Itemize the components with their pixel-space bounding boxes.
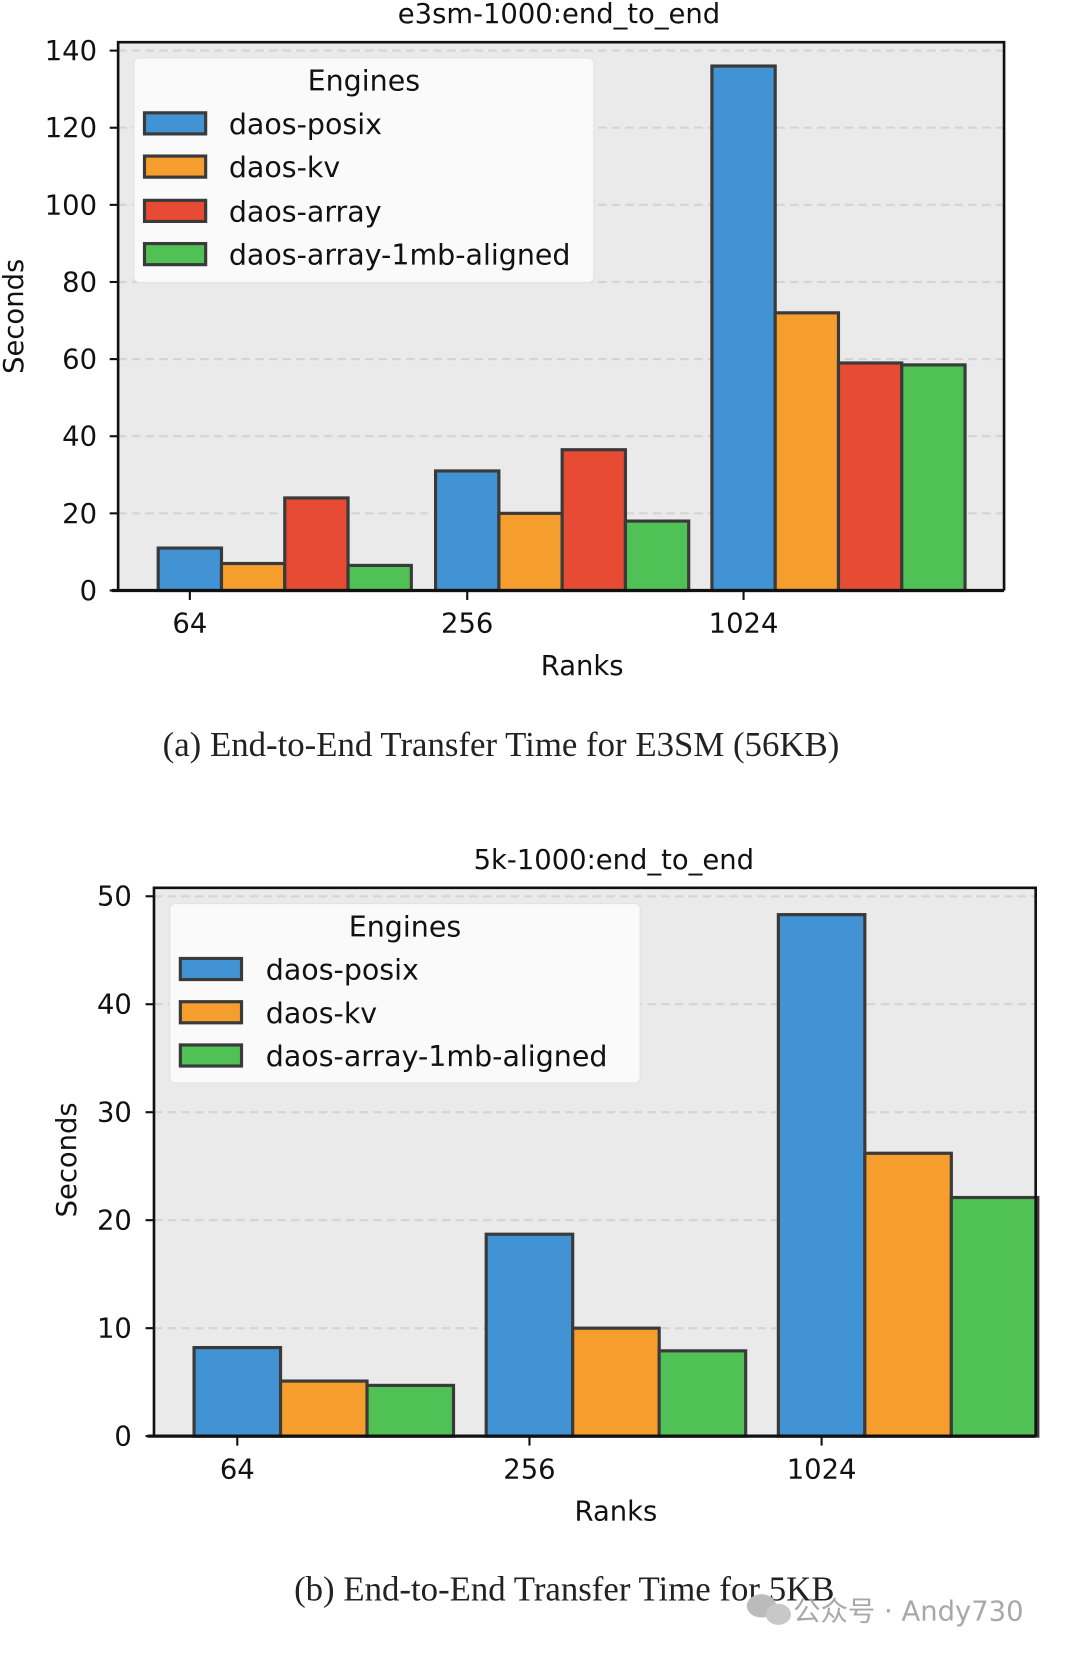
bar-daos-kv-1024 <box>773 311 841 593</box>
y-tick-label: 50 <box>97 882 132 913</box>
bar-daos-kv-64 <box>219 561 287 593</box>
bar-daos-posix-64 <box>192 1346 283 1438</box>
bar-daos-array-1mb-aligned-256 <box>623 519 691 593</box>
y-axis-label: Seconds <box>0 259 30 374</box>
chart-title: e3sm-1000:end_to_end <box>398 0 720 30</box>
y-tick-label: 0 <box>114 1422 131 1453</box>
chart-5k: 0 10 20 30 40 50 64 256 1024 5k-1000:end_to_end Ra… <box>52 845 1040 1609</box>
x-tick-label: 256 <box>441 609 493 640</box>
bar-daos-array-1mb-aligned-64 <box>346 563 413 593</box>
legend-box <box>133 57 595 284</box>
y-tick-label: 100 <box>45 190 97 221</box>
figure-caption: (a) End-to-End Transfer Time for E3SM (5… <box>163 725 840 764</box>
legend: Engines daos-posix daos-kv daos-array-1mb-a… <box>169 903 641 1084</box>
y-tick-label: 120 <box>45 113 97 144</box>
watermark-text: 公众号 · Andy730 <box>793 1597 1023 1628</box>
y-axis-label: Seconds <box>52 1102 83 1217</box>
bar-daos-array-1024 <box>836 361 904 593</box>
y-tick-label: 20 <box>97 1206 132 1237</box>
bar-daos-posix-1024 <box>710 64 777 593</box>
wechat-icon <box>746 1594 792 1625</box>
legend-label-daos-posix: daos-posix <box>229 108 382 141</box>
y-tick-label: 0 <box>80 576 97 607</box>
bar-daos-posix-1024 <box>776 913 867 1438</box>
chart-title: 5k-1000:end_to_end <box>474 845 754 876</box>
bar-daos-posix-256 <box>484 1232 575 1438</box>
legend-title: Engines <box>349 910 461 943</box>
bar-daos-array-1mb-aligned-256 <box>657 1349 748 1438</box>
y-tick-label: 140 <box>45 36 97 67</box>
legend-label-daos-array-1mb-aligned: daos-array-1mb-aligned <box>266 1040 608 1073</box>
legend-swatch-daos-array-1mb-aligned <box>178 1043 244 1068</box>
bar-daos-array-64 <box>283 496 350 593</box>
x-axis-label: Ranks <box>541 651 624 682</box>
axes-frame <box>116 40 1006 591</box>
y-tick-label: 60 <box>62 345 97 376</box>
legend-label-daos-array-1mb-aligned: daos-array-1mb-aligned <box>229 239 571 272</box>
legend-swatch-daos-posix <box>142 111 208 136</box>
legend-title: Engines <box>308 65 420 98</box>
legend-swatch-daos-array-1mb-aligned <box>142 241 208 267</box>
bar-daos-kv-1024 <box>863 1151 953 1438</box>
legend-label-daos-posix: daos-posix <box>266 954 419 987</box>
bar-daos-array-1mb-aligned-1024 <box>949 1195 1040 1438</box>
y-tick-label: 40 <box>62 422 97 453</box>
axes-frame <box>152 886 1038 1437</box>
legend-label-daos-kv: daos-kv <box>229 151 340 184</box>
watermark: 公众号 · Andy730 <box>746 1594 1024 1628</box>
x-tick-label: 1024 <box>709 609 779 640</box>
bar-daos-kv-256 <box>571 1326 661 1438</box>
bar-daos-array-256 <box>560 448 628 593</box>
legend-swatch-daos-posix <box>178 956 244 982</box>
bar-daos-kv-256 <box>497 511 564 593</box>
y-tick-label: 10 <box>97 1314 132 1345</box>
y-tick-label: 40 <box>97 990 132 1021</box>
legend-swatch-daos-kv <box>178 1000 244 1025</box>
legend-swatch-daos-kv <box>142 154 208 179</box>
y-tick-label: 80 <box>62 267 97 298</box>
legend: Engines daos-posix daos-kv daos-array daos-a… <box>133 57 595 284</box>
bar-daos-posix-64 <box>156 546 224 593</box>
bar-daos-posix-256 <box>434 469 501 593</box>
x-tick-label: 256 <box>503 1454 555 1485</box>
x-tick-label: 1024 <box>787 1454 857 1485</box>
legend-label-daos-array: daos-array <box>229 195 382 228</box>
figure-caption: (b) End-to-End Transfer Time for 5KB <box>294 1570 834 1609</box>
x-tick-label: 64 <box>172 609 207 640</box>
y-tick-label: 20 <box>62 499 97 530</box>
y-tick-label: 30 <box>97 1098 132 1129</box>
legend-label-daos-kv: daos-kv <box>266 997 377 1030</box>
chart-e3sm: 0 20 40 60 80 100 120 140 64 256 1024 e3sm-1000:end… <box>0 0 1006 764</box>
legend-swatch-daos-array <box>142 198 208 224</box>
x-axis-label: Ranks <box>575 1496 658 1527</box>
legend-box <box>169 903 641 1084</box>
x-tick-label: 64 <box>220 1454 255 1485</box>
bar-daos-array-1mb-aligned-1024 <box>900 363 967 593</box>
bar-daos-array-1mb-aligned-64 <box>365 1383 456 1438</box>
bar-daos-kv-64 <box>278 1379 369 1438</box>
